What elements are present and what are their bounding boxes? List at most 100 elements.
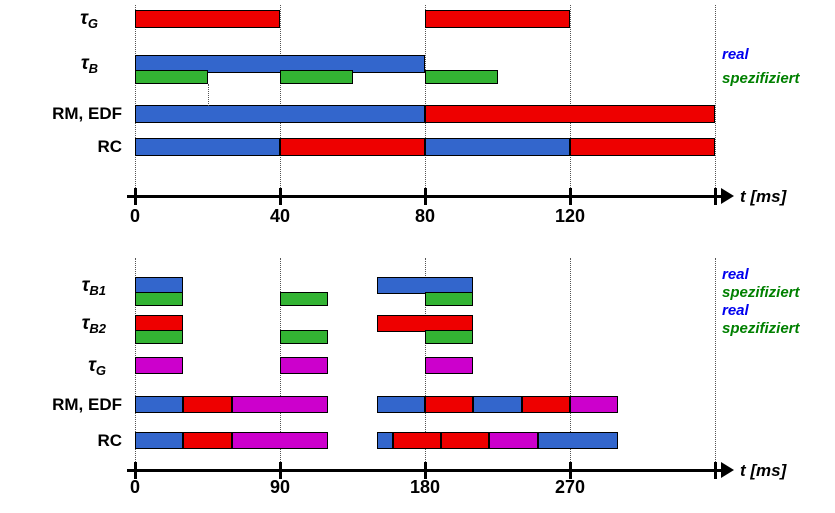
- legend-label-spezifiziert: spezifiziert: [722, 284, 800, 301]
- axis-tick: [714, 188, 717, 205]
- tick-label: 0: [129, 477, 140, 497]
- task-bar-blue: [425, 138, 570, 156]
- specified-bar-green: [280, 292, 329, 306]
- legend-label-real: real: [722, 266, 749, 283]
- specified-bar-green: [280, 330, 329, 344]
- axis-unit-label: t [ms]: [740, 187, 787, 206]
- gridline: [715, 258, 716, 470]
- task-bar-red: [425, 105, 715, 123]
- row-label-text: RC: [97, 137, 122, 156]
- axis-tick: [569, 188, 572, 205]
- task-bar-red: [135, 10, 280, 28]
- legend-label-spezifiziert: spezifiziert: [722, 320, 800, 337]
- axis-arrowhead: [721, 188, 734, 204]
- row-label: τG: [0, 355, 122, 378]
- task-bar-blue: [135, 105, 425, 123]
- specified-bar-green: [280, 70, 353, 84]
- task-bar-red: [425, 10, 570, 28]
- legend-label-real: real: [722, 46, 749, 63]
- task-bar-blue: [376, 277, 474, 294]
- gridline: [425, 5, 426, 196]
- row-label: τB1: [0, 275, 122, 298]
- task-bar-magenta: [231, 432, 329, 449]
- task-bar-blue: [376, 432, 393, 449]
- task-bar-magenta: [280, 357, 329, 374]
- axis-tick: [279, 462, 282, 479]
- legend-label-real: real: [722, 302, 749, 319]
- row-label-subscript: B: [88, 61, 98, 76]
- deadline-marker: [207, 84, 209, 106]
- tick-label: 80: [414, 206, 436, 226]
- axis-tick: [424, 462, 427, 479]
- task-bar-red: [280, 138, 425, 156]
- task-bar-blue: [473, 396, 522, 413]
- axis-unit-label: t [ms]: [740, 461, 787, 480]
- gridline: [570, 5, 571, 196]
- task-bar-red: [425, 396, 474, 413]
- specified-bar-green: [425, 330, 474, 344]
- gridline: [715, 5, 716, 196]
- task-bar-blue: [135, 432, 184, 449]
- row-label-text: τ: [81, 274, 90, 296]
- task-bar-red: [392, 432, 442, 449]
- task-bar-magenta: [570, 396, 619, 413]
- task-bar-blue: [135, 138, 280, 156]
- gridline: [135, 5, 136, 196]
- row-label-text: RM, EDF: [52, 104, 122, 123]
- row-label-subscript: G: [87, 16, 98, 31]
- tick-label: 180: [409, 477, 441, 497]
- row-label-subscript: G: [95, 362, 106, 378]
- task-bar-red: [570, 138, 715, 156]
- specified-bar-green: [135, 330, 184, 344]
- row-label-text: τ: [81, 312, 90, 334]
- gridline: [570, 258, 571, 470]
- task-bar-magenta: [231, 396, 329, 413]
- row-label-subscript: B1: [89, 282, 106, 298]
- specified-bar-green: [135, 292, 184, 306]
- task-bar-magenta: [135, 357, 184, 374]
- row-label: RM, EDF: [0, 103, 122, 125]
- axis-tick: [134, 462, 137, 479]
- tick-label: 120: [554, 206, 586, 226]
- row-label-subscript: B2: [89, 320, 106, 336]
- gridline: [280, 5, 281, 196]
- row-label: τG: [0, 8, 122, 31]
- task-bar-magenta: [489, 432, 538, 449]
- axis-tick: [424, 188, 427, 205]
- row-label: RC: [0, 136, 122, 158]
- task-bar-blue: [537, 432, 619, 449]
- task-bar-red: [521, 396, 570, 413]
- row-label-text: τ: [80, 8, 88, 29]
- axis-arrowhead: [721, 462, 734, 478]
- task-bar-magenta: [425, 357, 474, 374]
- tick-label: 270: [554, 477, 586, 497]
- row-label: RC: [0, 430, 122, 452]
- task-bar-red: [183, 432, 232, 449]
- axis-tick: [714, 462, 717, 479]
- row-label-text: τ: [80, 53, 89, 74]
- task-bar-red: [183, 396, 232, 413]
- row-label-text: τ: [88, 354, 96, 376]
- tick-label: 40: [269, 206, 291, 226]
- task-bar-red: [441, 432, 490, 449]
- tick-label: 0: [129, 206, 140, 226]
- task-bar-blue: [376, 396, 425, 413]
- axis-tick: [279, 188, 282, 205]
- row-label: RM, EDF: [0, 394, 122, 416]
- row-label-text: RM, EDF: [52, 394, 122, 414]
- task-bar-blue: [135, 396, 184, 413]
- axis-tick: [569, 462, 572, 479]
- axis-tick: [134, 188, 137, 205]
- task-bar-red: [376, 315, 474, 332]
- row-label: τB: [0, 53, 122, 76]
- specified-bar-green: [425, 70, 498, 84]
- tick-label: 90: [269, 477, 291, 497]
- specified-bar-green: [425, 292, 474, 306]
- row-label-text: RC: [97, 430, 122, 450]
- legend-label-spezifiziert: spezifiziert: [722, 70, 800, 87]
- row-label: τB2: [0, 313, 122, 336]
- specified-bar-green: [135, 70, 208, 84]
